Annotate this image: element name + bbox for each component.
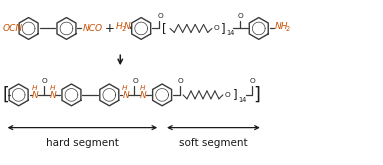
Text: H: H: [49, 85, 55, 91]
Text: NH: NH: [275, 22, 288, 31]
Text: O: O: [132, 78, 138, 84]
Text: ]: ]: [233, 88, 237, 101]
Text: O: O: [41, 78, 47, 84]
Text: O: O: [250, 78, 255, 84]
Text: H: H: [122, 85, 128, 91]
Text: H: H: [115, 22, 122, 31]
Text: O: O: [238, 13, 244, 19]
Text: +: +: [104, 22, 114, 35]
Text: 2: 2: [286, 26, 290, 33]
Text: soft segment: soft segment: [179, 138, 248, 148]
Text: N: N: [31, 91, 38, 100]
Text: 14: 14: [226, 30, 234, 36]
Text: O: O: [178, 78, 184, 84]
Text: N: N: [49, 91, 56, 100]
Text: O: O: [225, 92, 231, 98]
Text: ]: ]: [221, 22, 226, 35]
Text: O: O: [157, 13, 163, 19]
Text: N: N: [122, 91, 129, 100]
Text: [: [: [162, 22, 167, 35]
Text: ]: ]: [254, 86, 261, 104]
Text: H: H: [31, 85, 37, 91]
Text: [: [: [3, 86, 10, 104]
Text: OCN: OCN: [3, 24, 23, 33]
Text: N: N: [140, 91, 147, 100]
Text: hard segment: hard segment: [46, 138, 119, 148]
Text: NCO: NCO: [82, 24, 103, 33]
Text: 2: 2: [121, 26, 126, 33]
Text: O: O: [214, 25, 220, 32]
Text: 14: 14: [238, 97, 246, 103]
Text: N: N: [124, 22, 131, 31]
Text: H: H: [140, 85, 146, 91]
